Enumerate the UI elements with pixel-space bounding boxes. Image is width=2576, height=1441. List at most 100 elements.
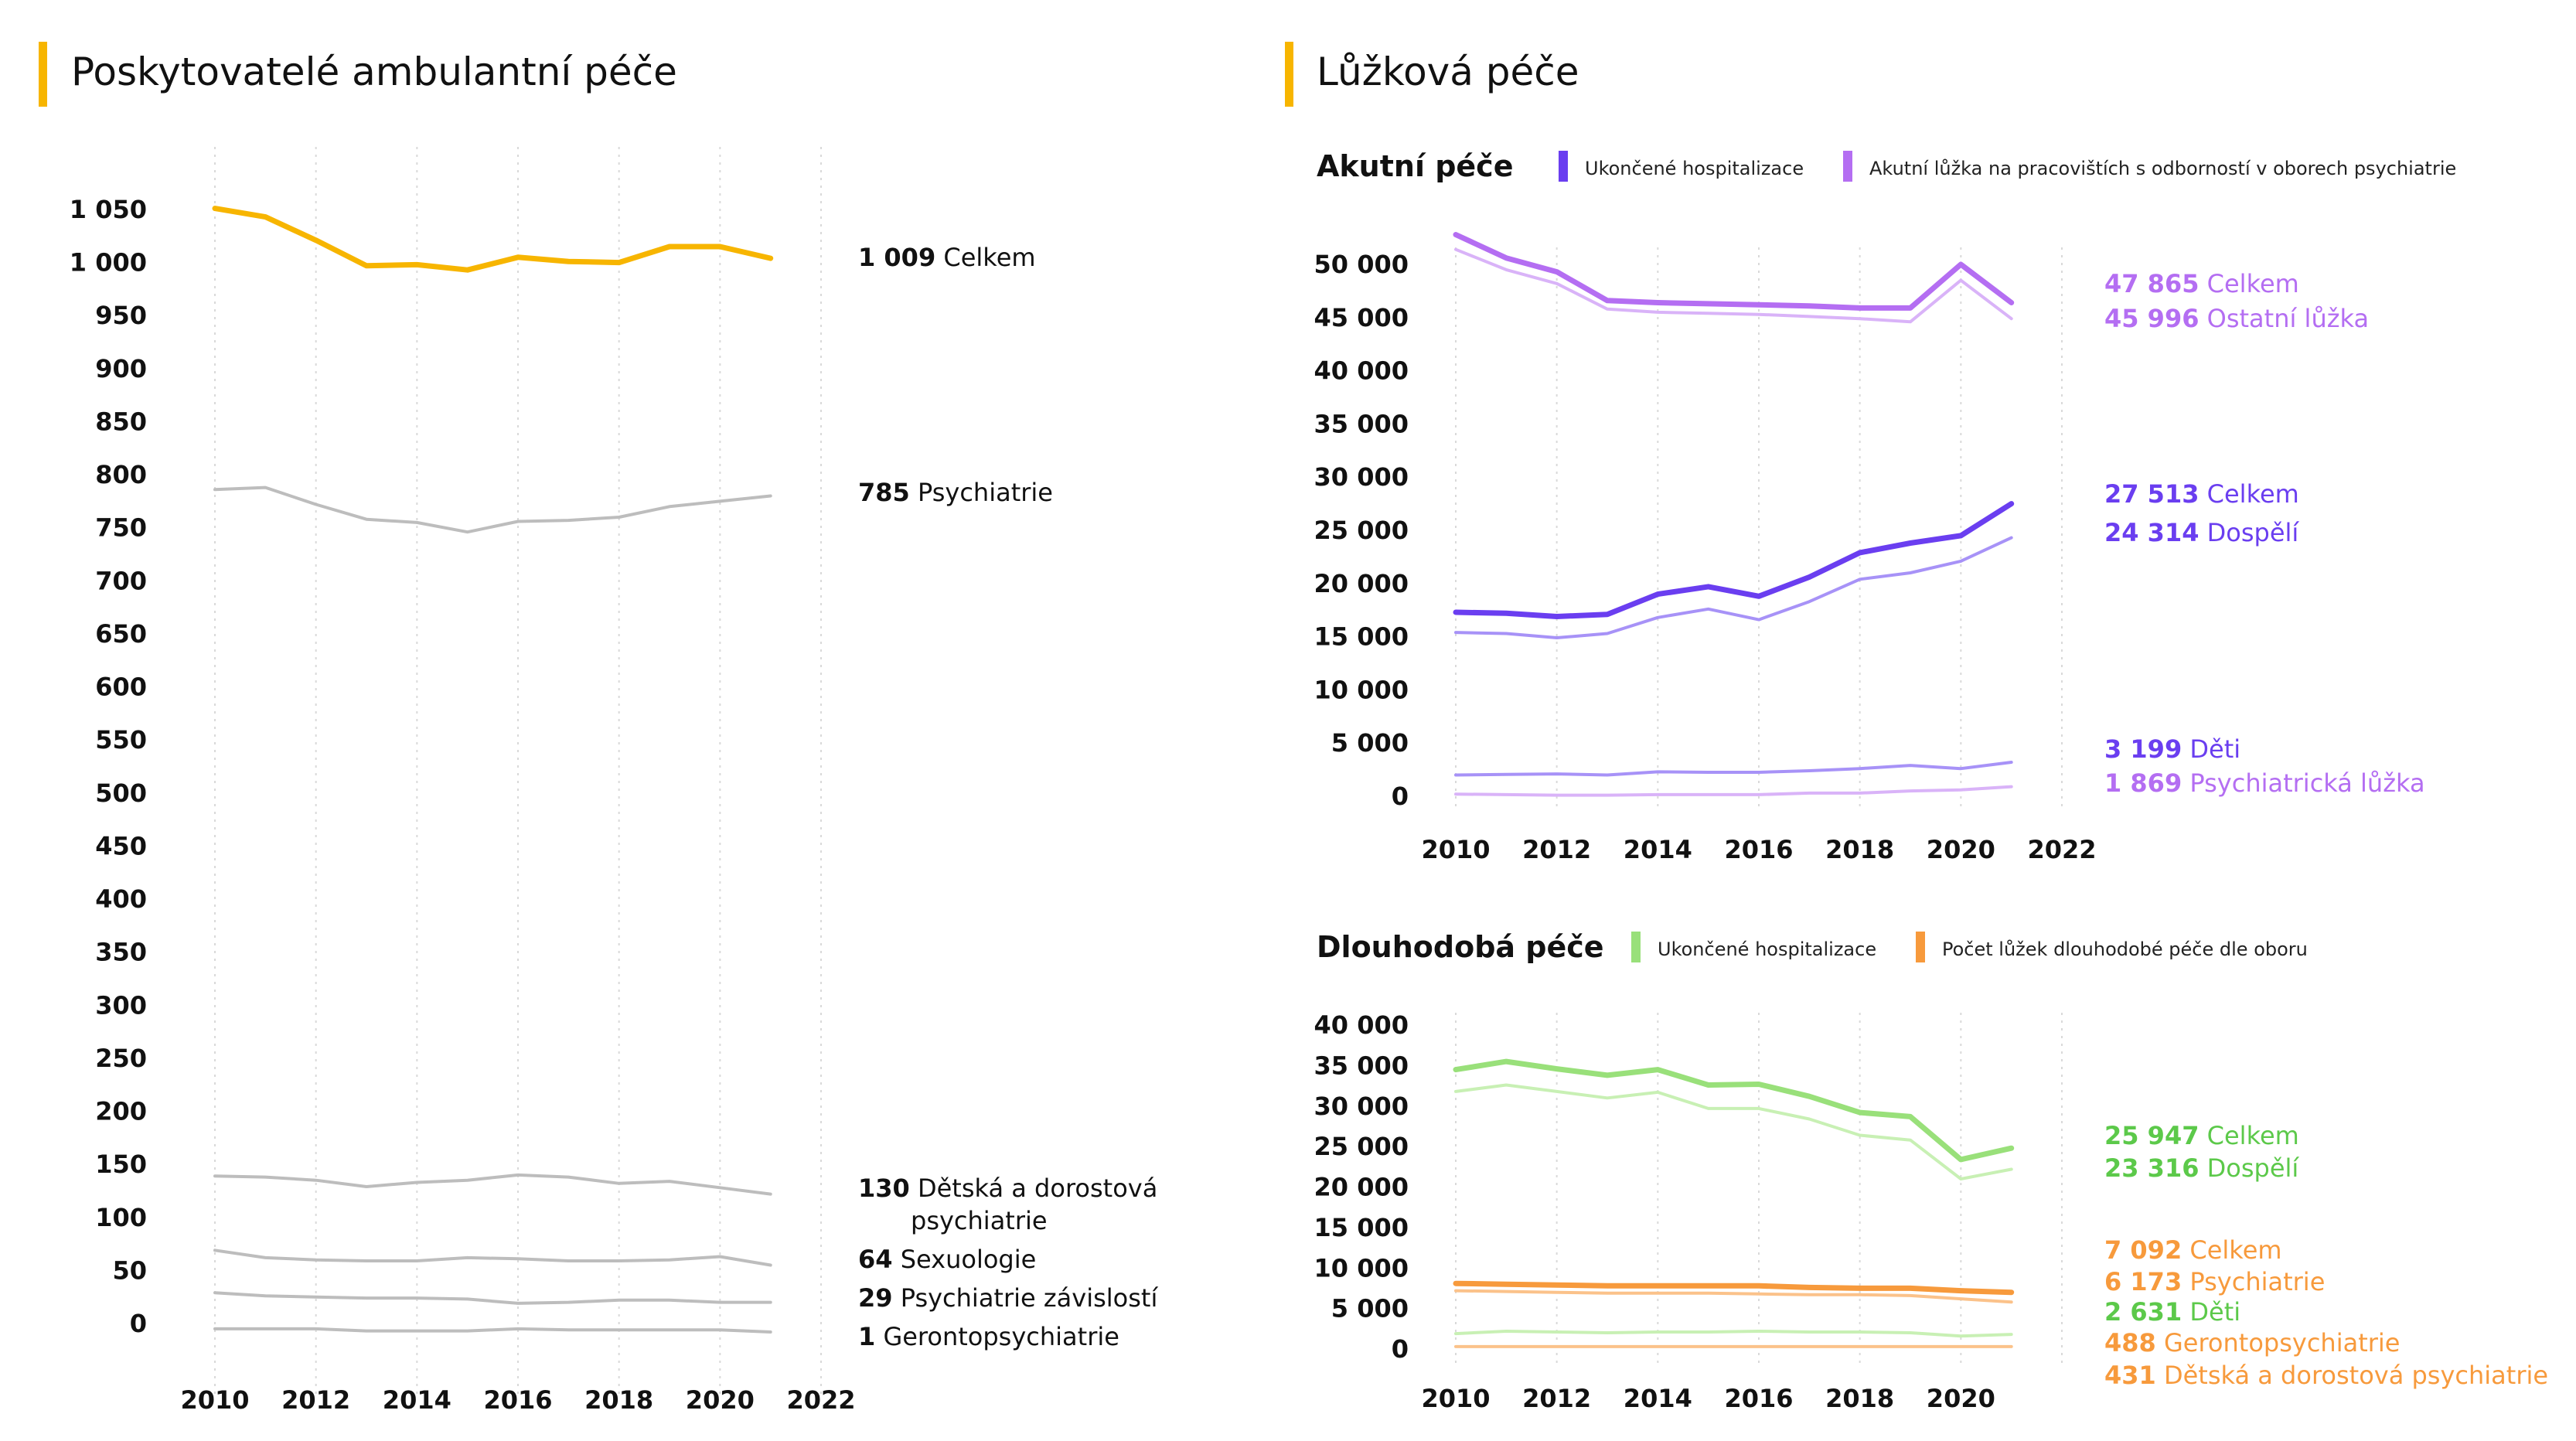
- series-end-name: Celkem: [2199, 269, 2298, 298]
- x-tick-label: 2018: [1825, 835, 1894, 864]
- series-end-value: 6 173: [2104, 1267, 2182, 1296]
- y-tick-label: 5 000: [1331, 1294, 1409, 1323]
- x-tick-label: 2020: [1927, 1384, 1995, 1413]
- series-line: [1454, 247, 2013, 324]
- series-end-value: 23 316: [2104, 1153, 2199, 1183]
- series-end-label: 431 Dětská a dorostová psychiatrie: [2104, 1361, 2548, 1390]
- longterm-care-subtitle: Dlouhodobá péče: [1317, 930, 1604, 964]
- series-end-value: 7 092: [2104, 1235, 2182, 1265]
- series-line: [1454, 536, 2013, 639]
- series-line: [1454, 1289, 2013, 1304]
- y-tick-label: 250: [95, 1044, 147, 1073]
- series-line: [212, 206, 774, 273]
- y-tick-label: 800: [95, 460, 147, 489]
- y-tick-label: 5 000: [1331, 728, 1409, 758]
- series-end-label: 3 199 Děti: [2104, 734, 2240, 764]
- acute-care-subtitle: Akutní péče: [1317, 149, 1513, 183]
- y-tick-label: 400: [95, 884, 147, 914]
- series-line: [213, 1173, 772, 1196]
- series-line: [213, 1249, 772, 1267]
- y-tick-label: 0: [130, 1309, 147, 1338]
- series-line: [1453, 1280, 2015, 1296]
- series-end-value: 3 199: [2104, 734, 2182, 764]
- series-end-label: 1 009 Celkem: [858, 243, 1036, 272]
- longterm-legend-swatch-beds: [1916, 932, 1925, 962]
- series-end-label: 25 947 Celkem: [2104, 1121, 2299, 1150]
- y-tick-label: 350: [95, 938, 147, 967]
- y-tick-label: 600: [95, 673, 147, 702]
- series-line: [1453, 501, 2015, 619]
- acute-legend-label-hospitalizations: Ukončené hospitalizace: [1585, 158, 1804, 179]
- y-tick-label: 950: [95, 301, 147, 330]
- x-tick-label: 2014: [383, 1385, 451, 1415]
- y-tick-label: 30 000: [1314, 1092, 1409, 1121]
- x-tick-label: 2018: [584, 1385, 653, 1415]
- y-tick-label: 10 000: [1314, 1253, 1409, 1283]
- y-tick-label: 100: [95, 1203, 147, 1232]
- series-line: [1454, 785, 2013, 797]
- series-end-value: 1: [858, 1322, 875, 1351]
- left-title-accent-bar: [39, 42, 47, 107]
- y-tick-label: 20 000: [1314, 569, 1409, 598]
- y-tick-label: 150: [95, 1150, 147, 1179]
- acute-legend-swatch-beds: [1843, 151, 1852, 182]
- y-tick-label: 850: [95, 407, 147, 436]
- y-tick-label: 15 000: [1314, 622, 1409, 652]
- y-tick-label: 750: [95, 513, 147, 543]
- series-line: [1454, 1330, 2013, 1338]
- series-end-label: 1 869 Psychiatrická lůžka: [2104, 768, 2425, 798]
- y-tick-label: 450: [95, 831, 147, 860]
- y-tick-label: 200: [95, 1097, 147, 1126]
- x-tick-label: 2014: [1624, 1384, 1692, 1413]
- x-tick-label: 2020: [686, 1385, 755, 1415]
- x-tick-label: 2020: [1927, 835, 1995, 864]
- series-end-value: 24 314: [2104, 518, 2199, 547]
- y-tick-label: 45 000: [1314, 303, 1409, 332]
- series-end-name: Dětská a dorostová: [910, 1174, 1158, 1203]
- series-line: [1454, 1083, 2013, 1180]
- series-end-value: 29: [858, 1283, 893, 1313]
- series-end-value: 1 009: [858, 243, 935, 272]
- series-end-name: Sexuologie: [893, 1245, 1037, 1274]
- left-panel-title: Poskytovatelé ambulantní péče: [71, 49, 677, 94]
- y-tick-label: 20 000: [1314, 1173, 1409, 1202]
- y-tick-label: 30 000: [1314, 462, 1409, 492]
- x-tick-label: 2022: [2027, 835, 2096, 864]
- series-end-label: 29 Psychiatrie závislostí: [858, 1283, 1158, 1313]
- series-end-name: Děti: [2182, 734, 2240, 764]
- series-line: [213, 485, 772, 534]
- y-tick-label: 1 050: [70, 195, 147, 224]
- x-tick-label: 2016: [1724, 835, 1793, 864]
- series-line: [1453, 232, 2015, 311]
- y-tick-label: 550: [95, 725, 147, 755]
- x-tick-label: 2012: [1522, 835, 1591, 864]
- y-tick-label: 900: [95, 354, 147, 383]
- y-tick-label: 0: [1392, 1334, 1409, 1364]
- series-end-value: 488: [2104, 1328, 2156, 1358]
- y-tick-label: 50: [112, 1255, 147, 1285]
- series-end-value: 25 947: [2104, 1121, 2199, 1150]
- series-end-name: Gerontopsychiatrie: [2156, 1328, 2401, 1358]
- acute-care-chart: 50 000 45 000 40 000 35 000 30 000 25 000 20 0…: [1314, 232, 2425, 864]
- series-end-value: 2 631: [2104, 1297, 2182, 1327]
- series-end-label: 130 Dětská a dorostová: [858, 1174, 1157, 1203]
- right-panel-title: Lůžková péče: [1317, 49, 1579, 94]
- series-end-label: 27 513 Celkem: [2104, 479, 2299, 509]
- series-end-name: Dětská a dorostová psychiatrie: [2156, 1361, 2548, 1390]
- x-tick-label: 2016: [483, 1385, 552, 1415]
- y-tick-label: 35 000: [1314, 409, 1409, 438]
- y-tick-label: 50 000: [1314, 250, 1409, 279]
- x-tick-label: 2012: [1522, 1384, 1591, 1413]
- longterm-care-chart: 40 000 35 000 30 000 25 000 20 000 15 000 10 0…: [1314, 1010, 2549, 1413]
- y-tick-label: 0: [1392, 782, 1409, 811]
- series-end-name: Ostatní lůžka: [2199, 304, 2369, 333]
- series-end-name: Gerontopsychiatrie: [875, 1322, 1119, 1351]
- series-end-label: 23 316 Dospělí: [2104, 1153, 2299, 1183]
- series-end-name: Děti: [2182, 1297, 2240, 1327]
- x-tick-label: 2010: [1421, 835, 1490, 864]
- y-tick-label: 700: [95, 566, 147, 595]
- series-end-label: 64 Sexuologie: [858, 1245, 1036, 1274]
- series-line: [1454, 761, 2013, 777]
- y-tick-label: 35 000: [1314, 1051, 1409, 1080]
